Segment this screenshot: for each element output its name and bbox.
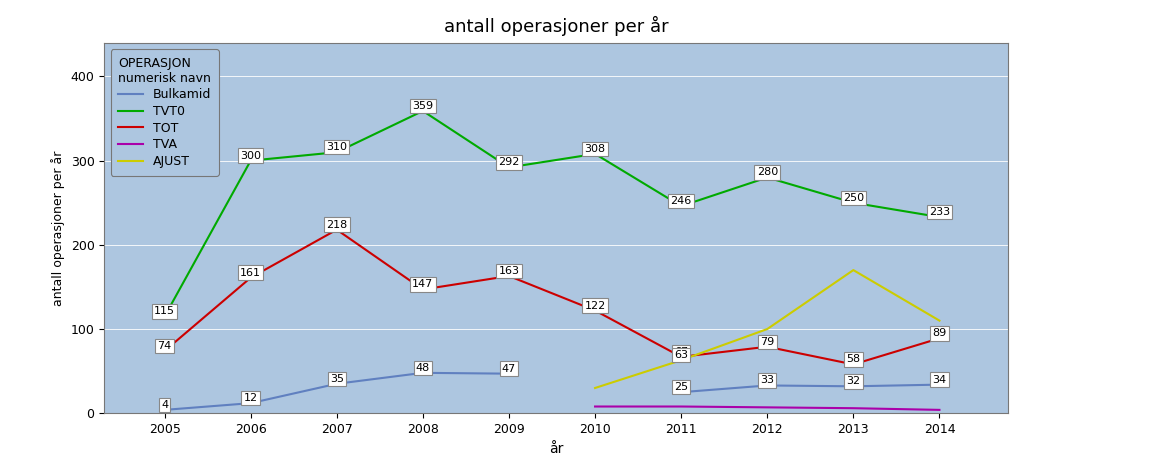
Text: 122: 122 [584, 301, 606, 311]
Text: 74: 74 [158, 341, 172, 351]
TVT0 [675, 203, 688, 209]
TOT [502, 273, 516, 279]
Line: AJUST: AJUST [595, 270, 940, 388]
Text: 310: 310 [327, 142, 348, 152]
TVT0 [330, 149, 344, 155]
TVT0 [846, 200, 860, 206]
Y-axis label: antall operasjoner per år: antall operasjoner per år [51, 150, 65, 306]
Text: 32: 32 [846, 376, 860, 386]
Text: 161: 161 [240, 268, 261, 278]
TVT0 [588, 151, 602, 157]
Text: 359: 359 [413, 101, 433, 111]
Text: 218: 218 [326, 219, 348, 230]
Text: 115: 115 [154, 306, 175, 316]
Bulkamid [502, 371, 516, 377]
Line: TVT0: TVT0 [165, 111, 940, 316]
TVT0 [243, 158, 257, 163]
AJUST [933, 318, 947, 323]
TOT [846, 361, 860, 367]
Bulkamid [330, 381, 344, 387]
TVA [588, 404, 602, 409]
TOT [760, 344, 774, 350]
X-axis label: år: år [549, 442, 563, 456]
TOT [243, 275, 257, 281]
Text: 280: 280 [757, 168, 778, 178]
Text: 48: 48 [416, 363, 430, 373]
Text: 4: 4 [161, 400, 168, 410]
TVA [846, 405, 860, 411]
TVA [675, 404, 688, 409]
Line: TVA: TVA [595, 407, 940, 410]
TVT0 [933, 214, 947, 220]
Text: 63: 63 [675, 350, 688, 360]
TVT0 [502, 164, 516, 170]
Bulkamid [158, 407, 172, 413]
Text: 233: 233 [928, 207, 950, 217]
Text: 89: 89 [932, 328, 947, 338]
Text: 25: 25 [675, 382, 688, 392]
Text: 58: 58 [846, 354, 860, 364]
Text: 35: 35 [330, 374, 344, 384]
TVA [933, 407, 947, 413]
TOT [416, 286, 430, 292]
TVT0 [760, 175, 774, 180]
TVT0 [158, 314, 172, 319]
Text: 67: 67 [675, 347, 688, 357]
Text: 250: 250 [843, 193, 863, 203]
Line: TOT: TOT [165, 230, 940, 364]
Text: 147: 147 [413, 279, 433, 289]
TOT [330, 227, 344, 233]
Text: 292: 292 [498, 157, 519, 167]
TVT0 [416, 108, 430, 114]
Text: 79: 79 [760, 337, 774, 347]
AJUST [846, 267, 860, 273]
Bulkamid [243, 400, 257, 406]
Text: 163: 163 [498, 266, 519, 276]
Title: antall operasjoner per år: antall operasjoner per år [444, 16, 669, 36]
Legend: Bulkamid, TVT0, TOT, TVA, AJUST: Bulkamid, TVT0, TOT, TVA, AJUST [110, 49, 219, 176]
TOT [675, 354, 688, 360]
TVA [760, 405, 774, 410]
AJUST [675, 357, 688, 363]
TOT [588, 308, 602, 314]
Text: 34: 34 [932, 375, 947, 385]
TOT [158, 348, 172, 354]
Text: 12: 12 [243, 393, 257, 403]
Text: 47: 47 [502, 364, 516, 374]
Line: Bulkamid: Bulkamid [165, 373, 509, 410]
TOT [933, 335, 947, 341]
AJUST [760, 326, 774, 332]
Text: 33: 33 [760, 375, 774, 386]
AJUST [588, 385, 602, 391]
Bulkamid [416, 370, 430, 376]
Text: 308: 308 [584, 144, 606, 154]
Text: 300: 300 [240, 151, 261, 161]
Text: 246: 246 [671, 196, 692, 206]
